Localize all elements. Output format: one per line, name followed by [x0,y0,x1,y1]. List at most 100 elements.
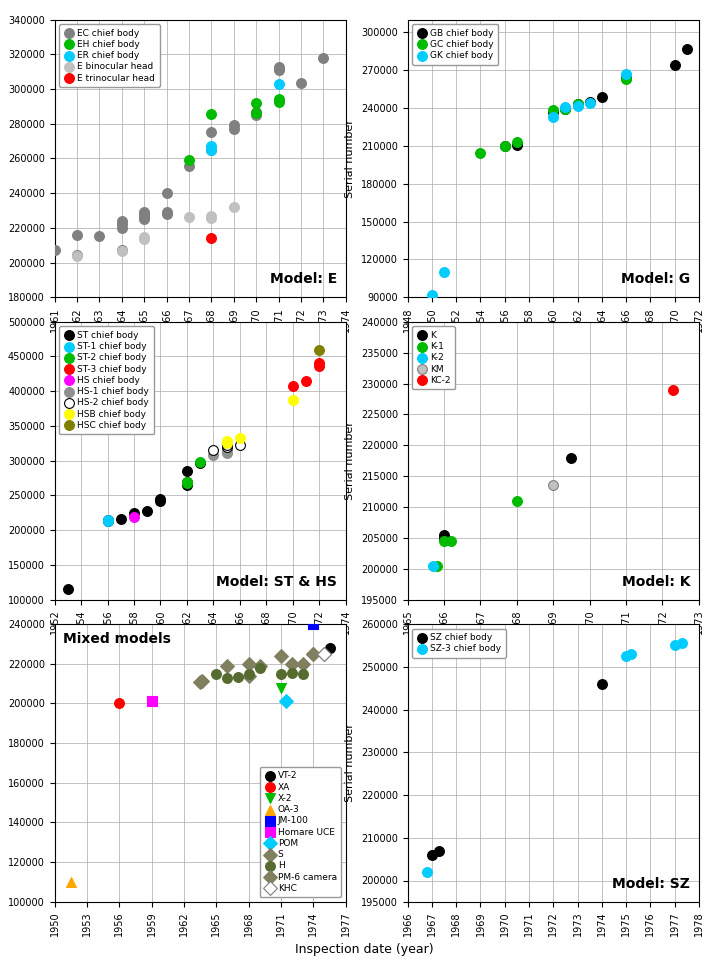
Point [596,676,608,691]
Point [681,41,692,57]
Point [71,248,83,263]
Point [141,503,153,519]
Point [207,448,219,463]
Y-axis label: Serial number: Serial number [0,119,2,198]
Point [286,656,298,672]
Point [194,454,206,470]
Point [205,230,217,246]
Point [194,455,206,471]
Point [181,474,193,489]
Point [431,558,443,573]
Point [499,138,510,154]
Point [128,505,140,521]
Point [426,287,438,302]
Point [547,104,559,120]
Point [138,210,150,225]
Point [205,142,217,158]
Point [314,358,325,373]
Point [438,527,450,543]
Point [205,211,217,226]
Point [668,382,679,398]
Point [273,92,285,107]
Point [102,512,114,527]
Point [154,491,166,507]
Point [207,443,219,458]
Point [243,666,255,682]
Point [234,430,246,446]
Point [273,95,285,110]
Point [584,94,596,109]
Point [114,695,125,711]
Point [183,152,195,168]
Point [625,646,637,662]
Point [94,228,106,244]
Point [547,478,559,493]
Point [620,648,632,664]
Point [475,145,486,161]
Point [297,666,309,682]
Point [183,210,195,225]
Y-axis label: Serial number: Serial number [345,119,355,198]
Y-axis label: Serial number: Serial number [345,723,355,802]
Point [197,673,208,688]
Text: Model: SZ: Model: SZ [612,877,690,891]
Point [547,102,559,118]
Point [205,142,217,158]
Point [228,117,240,133]
Text: Model: E: Model: E [270,272,337,287]
Legend: SZ chief body, SZ-3 chief body: SZ chief body, SZ-3 chief body [412,629,506,658]
Point [205,138,217,154]
Point [547,109,559,125]
Point [560,101,571,117]
Point [243,668,255,683]
Point [620,71,632,87]
Point [221,434,232,449]
Point [138,207,150,222]
Point [273,62,285,78]
Y-axis label: Serial number: Serial number [345,421,355,500]
Point [273,59,285,75]
Point [511,136,523,152]
Text: Model: K: Model: K [622,574,690,589]
Point [228,121,240,137]
Point [221,438,232,453]
Point [243,656,255,672]
Y-axis label: Serial number: Serial number [0,421,2,500]
Point [499,138,510,154]
Point [116,220,127,236]
Point [426,847,438,863]
Point [250,95,262,110]
Point [318,646,330,662]
Point [183,159,195,175]
Point [287,378,298,394]
Legend: ST chief body, ST-1 chief body, ST-2 chief body, ST-3 chief body, HS chief body,: ST chief body, ST-1 chief body, ST-2 chi… [59,327,154,434]
Point [324,640,336,655]
Point [287,392,298,408]
Point [511,493,523,509]
Point [161,207,173,222]
Legend: EC chief body, EH chief body, ER chief body, E binocular head, E trinocular head: EC chief body, EH chief body, ER chief b… [59,24,159,87]
Point [253,658,265,674]
Point [181,463,193,479]
Point [102,513,114,528]
Point [210,666,222,682]
Point [308,646,320,662]
Point [300,373,312,389]
Point [250,105,262,121]
Point [275,680,287,695]
Point [571,98,583,114]
Point [154,493,166,509]
Point [620,66,632,82]
Text: Model: G: Model: G [621,272,690,287]
Point [161,185,173,201]
Point [115,511,127,526]
Legend: K, K-1, K-2, KM, KC-2: K, K-1, K-2, KM, KC-2 [412,327,455,389]
Point [71,227,83,243]
Point [161,205,173,220]
Point [560,98,571,114]
Point [571,97,583,112]
Point [71,247,83,262]
Point [221,439,232,454]
Point [253,660,265,676]
Point [138,230,150,246]
